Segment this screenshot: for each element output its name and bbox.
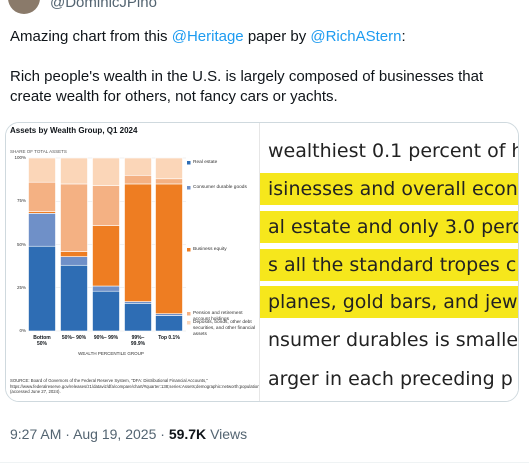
bar-segment [60,183,88,252]
text: Amazing chart from this [10,28,172,45]
chart: Assets by Wealth Group, Q1 2024 SHARE OF… [6,123,340,401]
time[interactable]: 9:27 AM [10,426,62,442]
handle[interactable]: @DominicJPino [50,0,157,11]
chart-plot [28,157,191,332]
excerpt-image: wealthiest 0.1 percent of h isinesses and… [259,123,519,401]
bar-segment [28,181,56,212]
x-tick-label: 99%– 99.9% [130,335,146,347]
mention[interactable]: @RichAStern [310,28,402,45]
legend-label: Real estate [193,160,218,165]
legend-swatch [187,248,191,252]
x-tick-label: 50%– 90% [61,335,87,341]
bar-segment [124,157,152,176]
y-tick-label: 100% [14,155,26,160]
x-axis-label: WEALTH PERCENTILE GROUP [78,351,144,356]
bar-segment [124,303,152,332]
excerpt-line: arger in each preceding p [268,368,513,390]
bar-segment [92,157,120,186]
media-card[interactable]: Assets by Wealth Group, Q1 2024 SHARE OF… [5,122,519,402]
text: paper by [243,28,311,45]
date[interactable]: Aug 19, 2025 [73,426,157,442]
source: SOURCE: Board of Governors of the Federa… [10,378,340,394]
bar-segment [92,285,120,292]
bar-segment [92,290,120,332]
separator: · [65,426,70,442]
legend-swatch [187,321,191,325]
bar-segment [155,315,183,332]
views: 59.7K [168,426,207,442]
bar-segment [124,174,152,185]
legend-label: Pension and retirement account holdings [193,311,243,322]
legend-label: Business equity [193,247,227,252]
views-label: Views [210,426,248,442]
chart-subtitle: SHARE OF TOTAL ASSETS [10,149,67,154]
bar-segment [92,185,120,226]
excerpt-line: planes, gold bars, and jew [260,286,518,318]
separator: · [160,426,165,442]
x-tick-label: 90%– 99% [93,335,119,341]
y-tick-label: 75% [16,198,26,204]
legend-swatch [187,312,191,316]
bar-segment [28,157,56,183]
avatar[interactable] [8,0,40,14]
tweet-line: Amazing chart from this @Heritage paper … [10,27,406,47]
legend-label: Consumer durable goods [193,185,247,190]
y-tick-label: 50% [16,241,26,247]
bar-segment [28,245,56,332]
bar-segment [92,225,120,287]
bar-segment [60,256,88,266]
bar-segment [60,264,88,332]
divider [0,462,529,463]
chart-title: Assets by Wealth Group, Q1 2024 [10,126,138,135]
tweet-paragraph: Rich people's wealth in the U.S. is larg… [10,68,484,105]
x-tick-label: Bottom 50% [33,335,51,347]
bar-segment [155,183,183,315]
text: : [401,28,406,45]
legend-label: Deposits, bonds, other debt securities, … [193,320,256,337]
bar-segment [155,157,183,180]
excerpt-line: s all the standard tropes c [260,249,518,281]
excerpt-line: al estate and only 3.0 perc [260,211,518,243]
legend-swatch [187,186,191,190]
excerpt-line: isinesses and overall econ [260,173,518,205]
legend-swatch [187,161,191,165]
x-tick-label: Top 0.1% [158,335,180,341]
excerpt-line: nsumer durables is smalle [268,329,519,351]
mention[interactable]: @Heritage [171,28,244,45]
bar-segment [124,183,152,302]
bar-segment [60,157,88,185]
tweet-meta: 9:27 AM · Aug 19, 2025 · 59.7K Views [10,426,247,442]
bar-segment [155,178,183,185]
excerpt-line: wealthiest 0.1 percent of h [268,140,519,162]
y-tick-label: 0% [19,328,26,333]
bar-segment [28,213,56,247]
bar-segment [60,251,88,257]
y-tick-label: 25% [16,284,26,290]
